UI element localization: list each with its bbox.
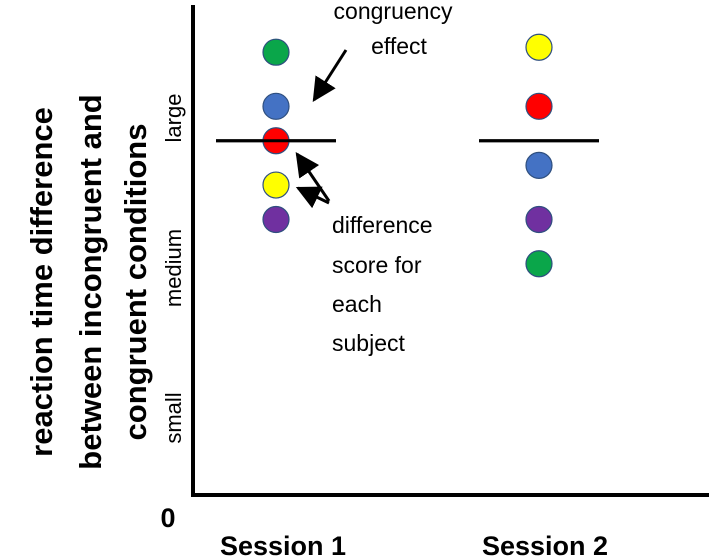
y-label-medium: medium: [161, 229, 186, 307]
y-axis-title-line-1: reaction time difference: [24, 107, 59, 457]
data-marks: [216, 33, 599, 278]
annotation-subject-line-3: each: [332, 291, 382, 317]
arrow-to-mean: [312, 49, 348, 103]
y-zero-label: 0: [160, 503, 175, 533]
annotation-subject-line-1: difference: [332, 212, 433, 238]
point-yellow-session-2: [525, 33, 553, 61]
point-purple-session-1: [262, 205, 290, 234]
annotation-congruency-effect: congruency effect: [312, 0, 453, 103]
point-red-session-2: [525, 92, 553, 120]
y-axis-title-line-3: congruent conditions: [118, 124, 153, 441]
y-axis-title: reaction time difference between incongr…: [24, 94, 153, 469]
point-yellow-session-1: [262, 171, 290, 199]
arrow-to-yellow: [295, 152, 331, 202]
y-label-large: large: [161, 94, 186, 143]
annotation-subject-line-4: subject: [332, 330, 405, 356]
annotation-difference-score: difference score for each subject: [295, 152, 433, 356]
annotation-effect-line-2: effect: [371, 33, 427, 59]
point-green-session-2: [525, 250, 553, 278]
annotation-effect-line-1: congruency: [334, 0, 453, 24]
annotation-subject-line-2: score for: [332, 252, 422, 278]
y-label-small: small: [161, 392, 186, 443]
point-blue-session-2: [525, 151, 553, 179]
y-axis-title-line-2: between incongruent and: [73, 94, 108, 469]
arrow-to-purple: [295, 186, 330, 209]
x-label-session-2: Session 2: [482, 531, 608, 560]
x-label-session-1: Session 1: [220, 531, 346, 560]
point-blue-session-1: [262, 92, 290, 120]
point-green-session-1: [262, 38, 290, 66]
point-purple-session-2: [525, 205, 553, 234]
